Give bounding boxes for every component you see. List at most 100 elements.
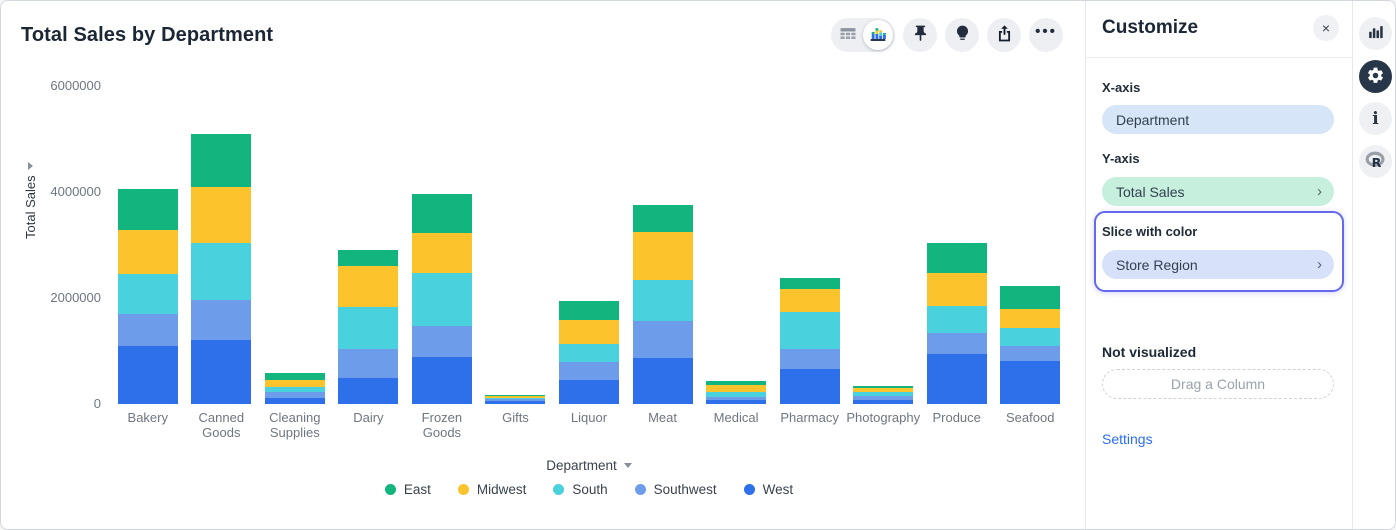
bar-segment-east[interactable] — [1000, 286, 1061, 310]
bar-segment-east[interactable] — [191, 133, 252, 187]
bar-segment-south[interactable] — [632, 280, 693, 321]
close-button[interactable]: × — [1313, 15, 1339, 41]
slice-pill[interactable]: Store Region › — [1102, 250, 1334, 279]
insights-button[interactable] — [945, 18, 979, 52]
bar-segment-south[interactable] — [853, 391, 914, 397]
bar-segment-west[interactable] — [264, 397, 325, 404]
bar-segment-east[interactable] — [264, 372, 325, 381]
bar-segment-east[interactable] — [779, 277, 840, 290]
bar-segment-midwest[interactable] — [632, 231, 693, 280]
bar-segment-midwest[interactable] — [559, 320, 619, 345]
bar-segment-west[interactable] — [926, 354, 987, 404]
bar-segment-southwest[interactable] — [191, 300, 252, 340]
pin-button[interactable] — [903, 18, 937, 52]
bar-segment-east[interactable] — [411, 193, 472, 234]
settings-link[interactable]: Settings — [1102, 431, 1153, 447]
bar-segment-southwest[interactable] — [485, 399, 546, 402]
bar-segment-south[interactable] — [338, 307, 399, 349]
legend-item-southwest[interactable]: Southwest — [634, 482, 717, 497]
bar-segment-midwest[interactable] — [411, 233, 472, 273]
bar-segment-south[interactable] — [559, 344, 619, 363]
rail-settings-button[interactable] — [1359, 60, 1392, 93]
bar-segment-southwest[interactable] — [779, 348, 840, 370]
bar-segment-southwest[interactable] — [632, 320, 693, 358]
bar-stack-meat[interactable] — [632, 204, 693, 404]
bar-stack-gifts[interactable] — [485, 394, 546, 404]
bar-segment-southwest[interactable] — [117, 314, 178, 346]
bar-stack-medical[interactable] — [706, 381, 767, 404]
bar-segment-south[interactable] — [264, 386, 325, 393]
bar-segment-south[interactable] — [117, 273, 178, 315]
bar-segment-west[interactable] — [338, 378, 399, 404]
bar-segment-south[interactable] — [706, 391, 767, 398]
legend-item-east[interactable]: East — [384, 482, 431, 497]
bar-stack-frozen-goods[interactable] — [411, 193, 472, 404]
share-button[interactable] — [987, 18, 1021, 52]
bar-segment-midwest[interactable] — [706, 385, 767, 392]
table-view-button[interactable] — [833, 20, 863, 50]
bar-segment-southwest[interactable] — [411, 325, 472, 357]
bar-segment-midwest[interactable] — [117, 229, 178, 274]
bar-segment-east[interactable] — [706, 381, 767, 386]
x-axis-title[interactable]: Department — [111, 458, 1067, 473]
bar-stack-seafood[interactable] — [1000, 286, 1061, 404]
bar-segment-midwest[interactable] — [191, 186, 252, 243]
bar-segment-west[interactable] — [853, 399, 914, 404]
bar-segment-south[interactable] — [779, 311, 840, 349]
bar-segment-south[interactable] — [411, 272, 472, 326]
bar-segment-south[interactable] — [485, 397, 546, 400]
bar-stack-dairy[interactable] — [338, 250, 399, 404]
bar-stack-photography[interactable] — [853, 386, 914, 404]
bar-segment-southwest[interactable] — [338, 348, 399, 379]
bar-segment-west[interactable] — [117, 345, 178, 404]
legend-item-west[interactable]: West — [743, 482, 793, 497]
bar-stack-bakery[interactable] — [117, 188, 178, 404]
rail-chart-button[interactable] — [1359, 17, 1392, 50]
bar-segment-southwest[interactable] — [926, 333, 987, 355]
bar-segment-west[interactable] — [1000, 361, 1061, 404]
bar-stack-canned-goods[interactable] — [191, 133, 252, 404]
bar-stack-produce[interactable] — [926, 242, 987, 404]
bar-segment-west[interactable] — [485, 401, 546, 404]
more-options-button[interactable]: ••• — [1029, 18, 1063, 52]
bar-segment-east[interactable] — [632, 204, 693, 232]
bar-segment-midwest[interactable] — [338, 266, 399, 308]
bar-segment-midwest[interactable] — [264, 380, 325, 387]
bar-segment-south[interactable] — [926, 305, 987, 333]
bar-segment-east[interactable] — [926, 242, 987, 274]
bar-segment-west[interactable] — [559, 380, 619, 404]
bar-segment-southwest[interactable] — [1000, 346, 1061, 362]
drag-column-dropzone[interactable]: Drag a Column — [1102, 369, 1334, 399]
y-axis-pill[interactable]: Total Sales › — [1102, 177, 1334, 206]
bar-segment-west[interactable] — [779, 369, 840, 404]
bar-segment-midwest[interactable] — [779, 289, 840, 312]
bar-segment-midwest[interactable] — [1000, 309, 1061, 329]
bar-segment-southwest[interactable] — [706, 397, 767, 401]
bar-stack-pharmacy[interactable] — [779, 277, 840, 404]
bar-segment-east[interactable] — [559, 301, 619, 321]
bar-segment-west[interactable] — [632, 357, 693, 404]
bar-segment-west[interactable] — [706, 400, 767, 404]
bar-segment-midwest[interactable] — [926, 273, 987, 306]
bar-segment-south[interactable] — [1000, 328, 1061, 347]
bar-segment-west[interactable] — [411, 356, 472, 404]
bar-segment-east[interactable] — [117, 188, 178, 230]
rail-info-button[interactable]: i — [1359, 102, 1392, 135]
y-axis-title[interactable]: Total Sales — [23, 162, 38, 239]
bar-segment-southwest[interactable] — [264, 392, 325, 398]
bar-segment-east[interactable] — [853, 386, 914, 389]
chart-view-button[interactable] — [863, 20, 893, 50]
bar-segment-west[interactable] — [191, 339, 252, 404]
bar-stack-liquor[interactable] — [559, 301, 619, 404]
x-axis-pill[interactable]: Department — [1102, 105, 1334, 134]
bar-segment-south[interactable] — [191, 242, 252, 301]
bar-segment-midwest[interactable] — [853, 388, 914, 392]
bar-segment-east[interactable] — [338, 250, 399, 267]
legend-item-south[interactable]: South — [553, 482, 608, 497]
rail-r-button[interactable]: R — [1359, 145, 1392, 178]
bar-segment-southwest[interactable] — [559, 362, 619, 381]
bar-stack-cleaning-supplies[interactable] — [264, 372, 325, 404]
bar-segment-southwest[interactable] — [853, 396, 914, 400]
bar-segment-midwest[interactable] — [485, 396, 546, 398]
legend-item-midwest[interactable]: Midwest — [457, 482, 526, 497]
